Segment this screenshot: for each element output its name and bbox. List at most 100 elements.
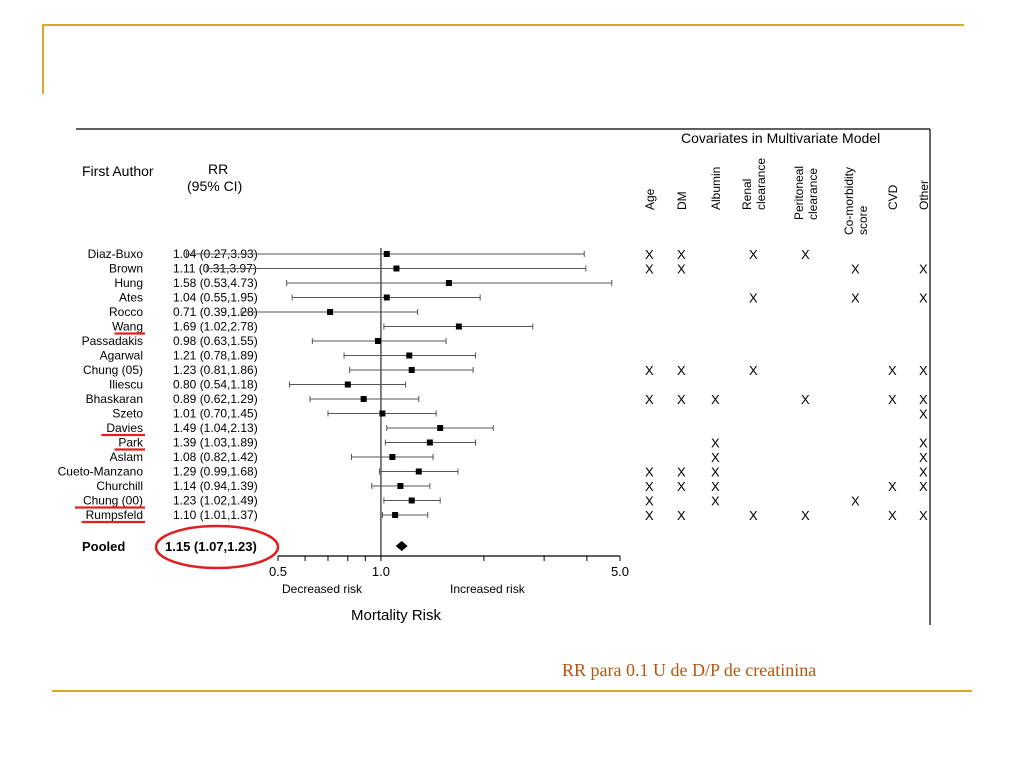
study-author: Davies	[106, 421, 143, 435]
x-tick-label: 5.0	[611, 564, 629, 579]
covariate-header-albumin: Albumin	[709, 167, 723, 210]
point-estimate	[360, 396, 367, 402]
covariate-mark: X	[919, 291, 928, 306]
covariate-mark: X	[645, 247, 654, 262]
study-row-rumpsfeld: Rumpsfeld 1.10 (1.01,1.37) X X X X X X	[81, 508, 928, 524]
point-estimate	[374, 338, 381, 344]
slide-caption: RR para 0.1 U de D/P de creatinina	[562, 660, 817, 680]
covariate-mark: X	[749, 291, 758, 306]
study-author: Bhaskaran	[86, 392, 143, 406]
covariate-mark: X	[919, 508, 928, 523]
point-estimate	[445, 280, 452, 286]
covariate-mark: X	[851, 494, 860, 509]
covariate-mark: X	[711, 479, 720, 494]
covariate-mark: X	[919, 450, 928, 465]
covariate-header-peritoneal-clearance: clearance	[806, 168, 820, 220]
study-author: Chung (00)	[83, 494, 143, 508]
point-estimate	[408, 367, 415, 373]
bottom-accent-line	[52, 690, 972, 692]
covariate-mark: X	[888, 392, 897, 407]
point-estimate	[383, 294, 390, 301]
covariate-mark: X	[677, 262, 686, 277]
covariate-mark: X	[919, 479, 928, 494]
study-rr-label: 1.23 (1.02,1.49)	[173, 494, 258, 508]
study-rr-label: 0.71 (0.39,1.28)	[173, 305, 258, 319]
study-rr-label: 1.04 (0.55,1.95)	[173, 291, 258, 305]
rr-header: RR	[208, 161, 228, 177]
study-author: Churchill	[96, 479, 143, 493]
pooled-row: Pooled 1.15 (1.07,1.23)	[82, 524, 408, 570]
covariates-header: Covariates in Multivariate Model	[681, 130, 880, 146]
study-rr-label: 1.10 (1.01,1.37)	[173, 508, 258, 522]
x-axis-label: Mortality Risk	[351, 607, 442, 624]
covariate-mark: X	[677, 465, 686, 480]
study-row-iliescu: Iliescu 0.80 (0.54,1.18)	[109, 378, 407, 392]
study-row-agarwal: Agarwal 1.21 (0.78,1.89)	[100, 349, 477, 363]
study-rr-label: 1.58 (0.53,4.73)	[173, 276, 258, 290]
study-rr-label: 1.49 (1.04,2.13)	[173, 421, 258, 435]
study-author: Rumpsfeld	[86, 508, 143, 522]
point-estimate	[406, 352, 413, 359]
x-tick-label: 1.0	[372, 564, 390, 579]
point-estimate	[437, 425, 444, 431]
covariate-mark: X	[919, 392, 928, 407]
study-row-bhaskaran: Bhaskaran 0.89 (0.62,1.29) X X X X X X	[86, 392, 928, 407]
study-row-brown: Brown 1.11 (0.31,3.97) X X X X	[109, 262, 928, 277]
x-axis: 0.5 1.0 5.0	[269, 555, 629, 579]
covariate-headers: Age DM Albumin Renal clearance Peritoneal clea…	[643, 158, 931, 235]
covariate-mark: X	[645, 262, 654, 277]
point-estimate	[455, 323, 462, 330]
covariate-mark: X	[677, 479, 686, 494]
covariate-mark: X	[677, 392, 686, 407]
study-rr-label: 1.14 (0.94,1.39)	[173, 479, 258, 493]
study-rr-label: 0.89 (0.62,1.29)	[173, 392, 258, 406]
covariate-header-cvd: CVD	[886, 184, 900, 210]
study-author: Brown	[109, 262, 143, 276]
covariate-header-age: Age	[643, 188, 657, 210]
covariate-mark: X	[749, 247, 758, 262]
covariate-mark: X	[851, 262, 860, 277]
study-row-wang: Wang 1.69 (1.02,2.78)	[112, 320, 534, 335]
covariate-mark: X	[888, 363, 897, 378]
study-author: Hung	[114, 276, 143, 290]
covariate-mark: X	[851, 291, 860, 306]
study-author: Szeto	[112, 407, 143, 421]
pooled-diamond	[395, 541, 408, 551]
study-row-chung-05: Chung (05) 1.23 (0.81,1.86) X X X X X	[83, 363, 928, 378]
study-row-ates: Ates 1.04 (0.55,1.95) X X X	[119, 291, 928, 306]
covariate-mark: X	[888, 508, 897, 523]
author-header: First Author	[82, 163, 154, 179]
covariate-mark: X	[677, 508, 686, 523]
study-author: Chung (05)	[83, 363, 143, 377]
covariate-mark: X	[888, 479, 897, 494]
study-rr-label: 1.08 (0.82,1.42)	[173, 450, 258, 464]
point-estimate	[379, 410, 386, 417]
covariate-mark: X	[645, 479, 654, 494]
pooled-label: Pooled	[82, 539, 125, 554]
decreased-risk-label: Decreased risk	[282, 582, 363, 596]
covariate-header-co-morbidity-score: score	[856, 205, 870, 235]
study-author: Wang	[112, 320, 143, 334]
covariate-header-renal-clearance: clearance	[754, 158, 768, 210]
study-rr-label: 1.23 (0.81,1.86)	[173, 363, 258, 377]
covariate-mark: X	[645, 465, 654, 480]
pooled-highlight-ellipse	[154, 524, 280, 570]
study-rr-label: 1.29 (0.99,1.68)	[173, 465, 258, 479]
covariate-mark: X	[711, 436, 720, 451]
point-estimate	[392, 512, 399, 518]
point-estimate	[397, 483, 404, 489]
pooled-rr-label: 1.15 (1.07,1.23)	[165, 539, 257, 554]
point-estimate	[426, 439, 433, 446]
covariate-mark: X	[677, 363, 686, 378]
left-accent-line	[42, 24, 44, 94]
covariate-mark: X	[749, 508, 758, 523]
study-author: Cueto-Manzano	[58, 465, 144, 479]
study-rr-label: 0.80 (0.54,1.18)	[173, 378, 258, 392]
covariate-mark: X	[919, 363, 928, 378]
covariate-mark: X	[919, 407, 928, 422]
increased-risk-label: Increased risk	[450, 582, 526, 596]
point-estimate	[344, 381, 351, 388]
covariate-header-other: Other	[917, 180, 931, 210]
